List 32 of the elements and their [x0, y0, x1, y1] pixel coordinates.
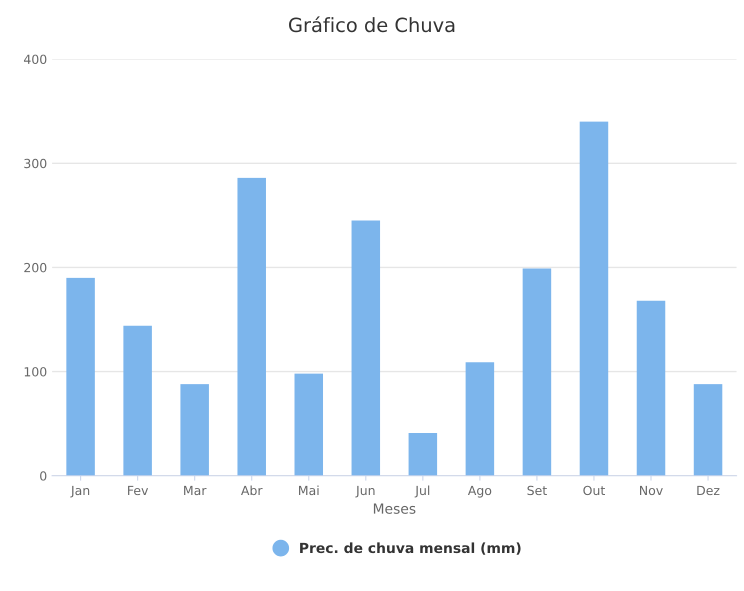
- x-tick-label: Jun: [355, 486, 375, 498]
- y-tick-label: 400: [24, 54, 46, 64]
- bar: [237, 178, 266, 476]
- x-tick-label: Jan: [70, 486, 90, 498]
- x-tick-label: Out: [583, 486, 605, 496]
- x-tick-label: Jul: [414, 485, 430, 498]
- x-tick-label: Dez: [697, 486, 720, 496]
- x-tick-label: Fev: [128, 486, 148, 496]
- bar: [180, 384, 209, 476]
- x-tick-label: Nov: [640, 486, 663, 496]
- legend-label: Prec. de chuva mensal (mm): [300, 542, 521, 555]
- y-tick-label: 300: [24, 158, 46, 168]
- y-tick-label: 0: [40, 471, 46, 481]
- bar: [636, 300, 666, 476]
- bar: [408, 433, 438, 476]
- y-tick-label: 100: [24, 367, 46, 377]
- bar: [522, 268, 552, 476]
- x-tick-label: Mar: [184, 486, 206, 496]
- chart-title: Gráfico de Chuva: [289, 16, 454, 32]
- x-axis-title: Meses: [374, 504, 416, 514]
- x-tick-label: Ago: [468, 486, 492, 498]
- bar: [466, 362, 494, 476]
- bar: [66, 278, 95, 476]
- bar: [580, 122, 608, 476]
- x-tick-label: Set: [527, 486, 547, 496]
- bar: [352, 220, 380, 476]
- bar: [123, 326, 152, 476]
- x-tick-label: Mai: [299, 485, 319, 496]
- x-tick-label: Abr: [241, 485, 263, 496]
- bar: [294, 374, 324, 476]
- y-tick-label: 200: [24, 262, 46, 272]
- bar: [694, 384, 722, 476]
